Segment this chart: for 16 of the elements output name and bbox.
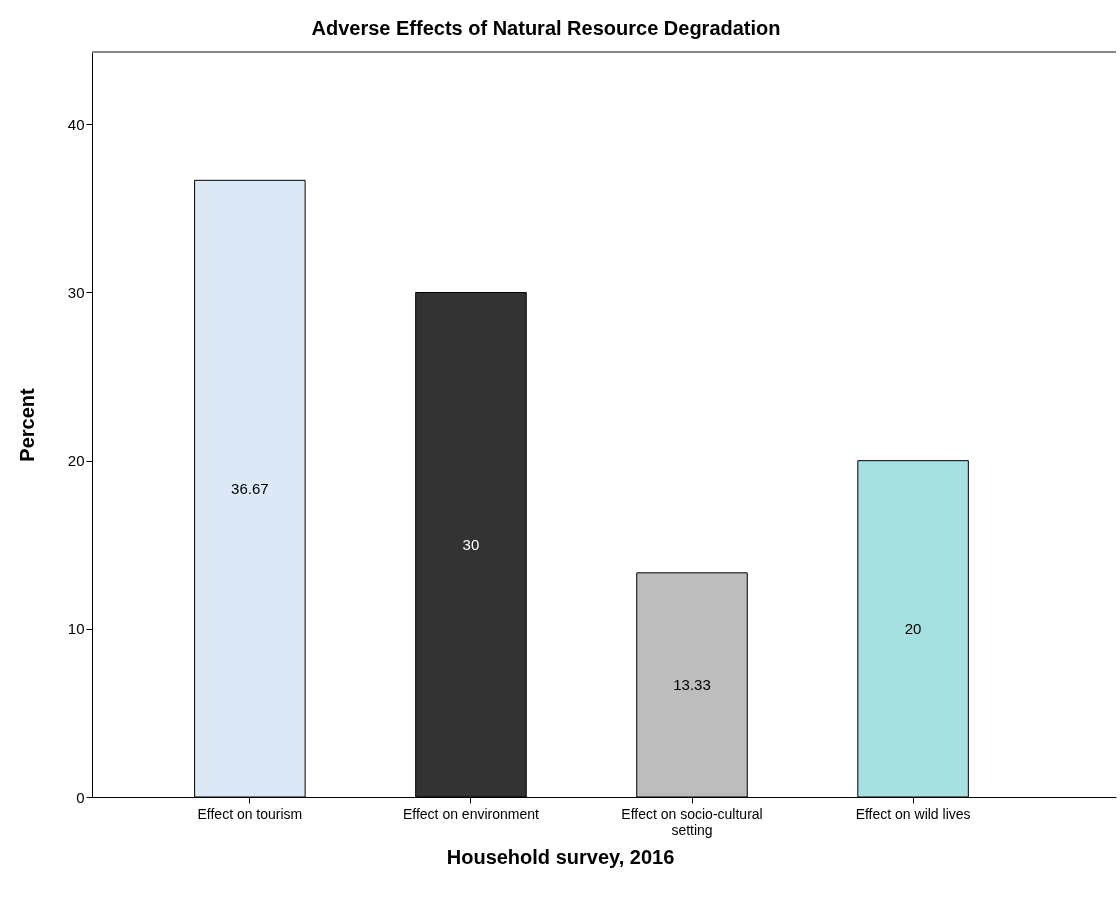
x-tick-label: Effect on environment: [402, 805, 540, 822]
y-tick-label: 40: [67, 115, 85, 133]
x-tick-label: Effect on socio-cultural setting: [621, 805, 763, 838]
chart-title: Adverse Effects of Natural Resource Degradation: [311, 17, 781, 39]
y-tick-label: 0: [76, 788, 85, 806]
data-label: 30: [462, 535, 480, 553]
y-tick-label: 10: [67, 620, 85, 638]
data-label: 20: [904, 619, 922, 637]
y-tick-label: 20: [67, 452, 85, 470]
y-tick-label: 30: [67, 283, 85, 301]
y-axis-title: Percent: [15, 387, 38, 462]
data-label: 13.33: [673, 675, 711, 693]
x-tick-label: Effect on tourism: [197, 805, 303, 822]
x-tick-label: Effect on wild lives: [855, 805, 971, 822]
x-axis-title: Household survey, 2016: [446, 845, 675, 868]
data-label: 36.67: [231, 479, 269, 497]
